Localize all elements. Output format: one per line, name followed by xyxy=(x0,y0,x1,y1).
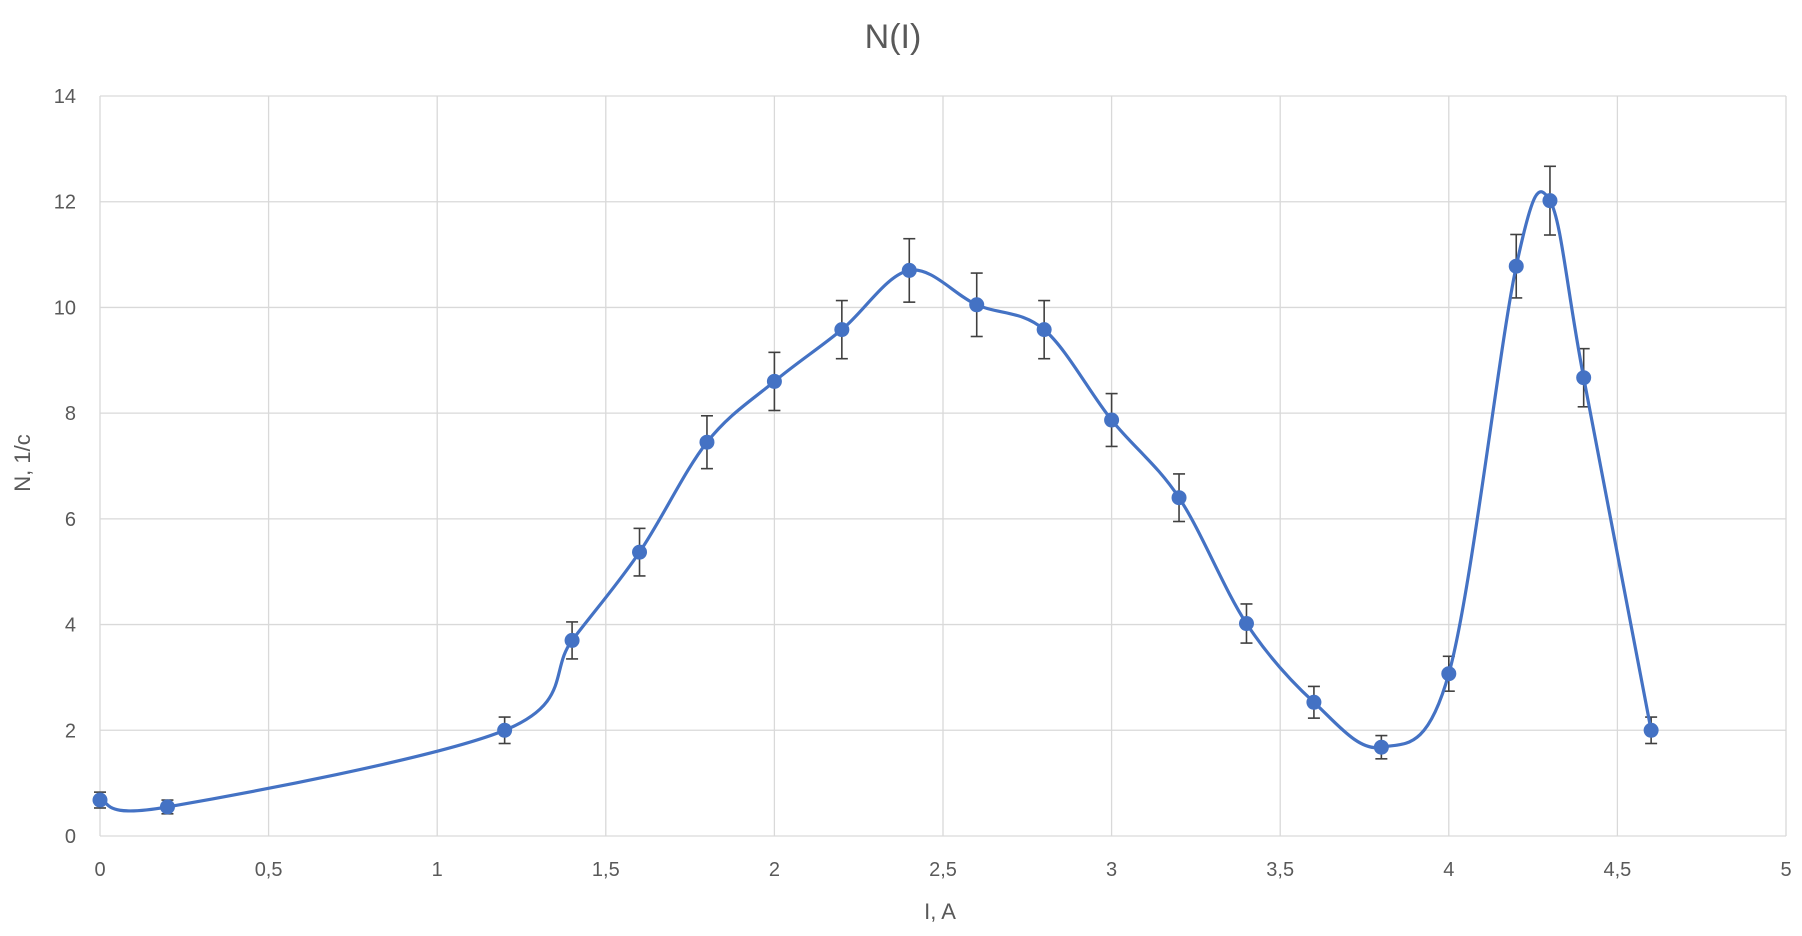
x-tick-label: 3,5 xyxy=(1266,859,1294,881)
data-point xyxy=(1441,666,1457,682)
x-axis-ticks: 0 0,5 1 1,5 2 2,5 3 3,5 4 4,5 5 xyxy=(94,859,1791,881)
x-tick-label: 2,5 xyxy=(929,859,957,881)
data-point xyxy=(834,322,850,338)
y-tick-label: 2 xyxy=(65,720,76,742)
y-tick-label: 4 xyxy=(65,615,76,637)
x-axis-label: I, A xyxy=(924,899,956,924)
data-points xyxy=(92,193,1659,815)
y-tick-label: 10 xyxy=(54,297,76,319)
x-tick-label: 2 xyxy=(769,859,780,881)
data-point xyxy=(159,799,175,815)
error-bars xyxy=(94,165,1658,815)
data-point xyxy=(699,434,715,450)
data-point xyxy=(92,792,108,808)
data-point xyxy=(1373,739,1389,755)
y-tick-label: 8 xyxy=(65,403,76,425)
y-tick-label: 6 xyxy=(65,509,76,531)
data-point xyxy=(1542,193,1558,209)
data-point xyxy=(1104,412,1120,428)
data-point xyxy=(901,262,917,278)
data-point xyxy=(564,632,580,648)
data-point xyxy=(1576,370,1592,386)
x-tick-label: 4 xyxy=(1443,859,1454,881)
data-point xyxy=(766,373,782,389)
y-axis-ticks: 0 2 4 6 8 10 12 14 xyxy=(54,86,76,848)
x-tick-label: 0,5 xyxy=(255,859,283,881)
data-point xyxy=(1171,490,1187,506)
x-tick-label: 5 xyxy=(1780,859,1791,881)
grid xyxy=(99,95,1787,837)
data-point xyxy=(497,722,513,738)
x-tick-label: 0 xyxy=(94,859,105,881)
y-axis-label: N, 1/c xyxy=(10,434,35,491)
series-line xyxy=(99,190,1653,813)
y-tick-label: 0 xyxy=(65,826,76,848)
data-point xyxy=(1508,258,1524,274)
x-tick-label: 1 xyxy=(432,859,443,881)
x-tick-label: 3 xyxy=(1106,859,1117,881)
data-point xyxy=(1306,694,1322,710)
data-point xyxy=(1238,616,1254,632)
chart-title: N(I) xyxy=(865,18,922,56)
y-tick-label: 12 xyxy=(54,192,76,214)
x-tick-label: 4,5 xyxy=(1603,859,1631,881)
x-tick-label: 1,5 xyxy=(592,859,620,881)
data-point xyxy=(632,544,648,560)
data-point xyxy=(1643,722,1659,738)
data-point xyxy=(1036,322,1052,338)
y-tick-label: 14 xyxy=(54,86,76,108)
data-point xyxy=(969,297,985,313)
